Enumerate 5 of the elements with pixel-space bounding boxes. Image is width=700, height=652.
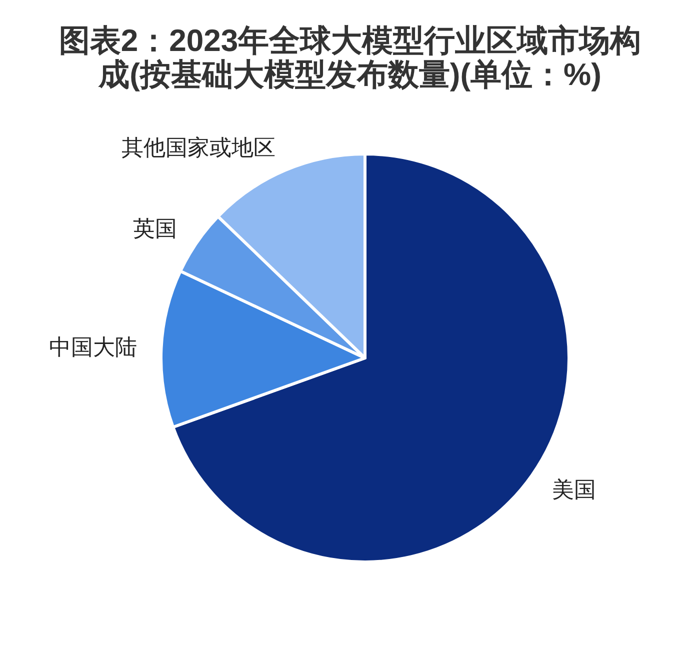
slice-label: 中国大陆 — [48, 334, 137, 360]
slice-label: 英国 — [132, 216, 177, 241]
chart-title: 图表2：2023年全球大模型行业区域市场构成(按基础大模型发布数量)(单位：%) — [58, 23, 642, 92]
slice-label: 其他国家或地区 — [122, 135, 276, 160]
slice-label: 美国 — [552, 476, 596, 502]
